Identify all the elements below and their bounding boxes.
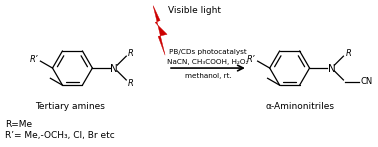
- Text: CN: CN: [360, 77, 373, 86]
- Polygon shape: [153, 6, 167, 55]
- Text: R: R: [128, 79, 134, 88]
- Text: R’: R’: [247, 55, 256, 64]
- Text: R: R: [128, 49, 134, 58]
- Text: Tertiary amines: Tertiary amines: [36, 102, 105, 111]
- Text: NaCN, CH₃COOH, H₂O₂: NaCN, CH₃COOH, H₂O₂: [167, 59, 249, 65]
- Text: N: N: [328, 64, 335, 74]
- Text: R=Me: R=Me: [5, 120, 32, 129]
- Text: R’: R’: [30, 55, 39, 64]
- Text: α-Aminonitriles: α-Aminonitriles: [265, 102, 334, 111]
- Text: methanol, rt.: methanol, rt.: [184, 73, 231, 79]
- Text: R’= Me,-OCH₃, Cl, Br etc: R’= Me,-OCH₃, Cl, Br etc: [5, 131, 115, 140]
- Text: R: R: [345, 49, 351, 58]
- Text: N: N: [110, 64, 118, 74]
- Text: PB/CDs photocatalyst: PB/CDs photocatalyst: [169, 49, 247, 55]
- Text: Visible light: Visible light: [168, 6, 221, 15]
